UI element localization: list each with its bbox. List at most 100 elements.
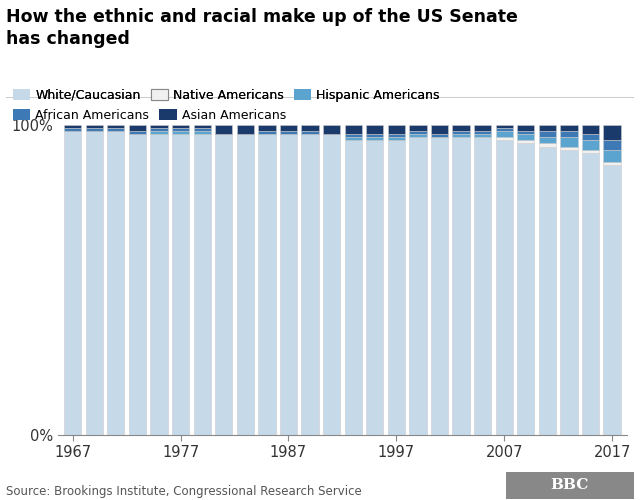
Bar — [366, 140, 383, 435]
Bar — [366, 125, 383, 134]
Bar — [474, 131, 492, 134]
Bar — [193, 131, 211, 134]
Bar — [172, 134, 189, 435]
Bar — [452, 137, 470, 435]
Bar — [237, 134, 254, 435]
Bar — [604, 150, 621, 162]
Bar — [301, 131, 319, 134]
Bar — [410, 134, 426, 137]
Bar — [64, 131, 81, 435]
Text: Source: Brookings Institute, Congressional Research Service: Source: Brookings Institute, Congression… — [6, 484, 362, 498]
Bar — [129, 125, 146, 131]
Bar — [366, 134, 383, 137]
Bar — [344, 125, 362, 134]
Bar — [604, 165, 621, 435]
Bar — [474, 125, 492, 131]
Bar — [344, 134, 362, 137]
Bar — [604, 162, 621, 165]
Bar — [150, 125, 168, 128]
Bar — [410, 125, 426, 131]
Legend: White/Caucasian, Native Americans, Hispanic Americans: White/Caucasian, Native Americans, Hispa… — [13, 89, 440, 102]
Bar — [495, 140, 513, 435]
Bar — [539, 146, 556, 435]
Bar — [150, 128, 168, 131]
Bar — [323, 125, 340, 134]
Bar — [280, 125, 297, 131]
Bar — [150, 131, 168, 134]
Bar — [560, 137, 577, 146]
Bar — [150, 134, 168, 435]
Bar — [517, 125, 534, 131]
Bar — [86, 125, 103, 128]
Bar — [560, 146, 577, 150]
Bar — [172, 131, 189, 134]
Bar — [280, 134, 297, 435]
Bar — [193, 125, 211, 128]
Bar — [582, 134, 599, 140]
Bar — [452, 131, 470, 134]
Bar — [108, 125, 125, 128]
Bar — [582, 125, 599, 134]
Bar — [410, 131, 426, 134]
Bar — [64, 125, 81, 128]
Bar — [172, 125, 189, 128]
Bar — [431, 134, 448, 137]
Bar — [86, 128, 103, 131]
Bar — [193, 134, 211, 435]
Bar — [108, 128, 125, 131]
Bar — [388, 137, 405, 140]
Bar — [259, 125, 275, 131]
Bar — [344, 137, 362, 140]
Bar — [64, 128, 81, 131]
Bar — [388, 125, 405, 134]
Bar — [560, 125, 577, 131]
Bar — [582, 152, 599, 435]
Bar — [495, 131, 513, 137]
Bar — [129, 134, 146, 435]
Bar — [129, 131, 146, 134]
Bar — [539, 125, 556, 131]
Bar — [582, 150, 599, 152]
Bar — [344, 140, 362, 435]
Bar — [604, 125, 621, 140]
Bar — [86, 131, 103, 435]
Bar — [539, 144, 556, 146]
Bar — [452, 134, 470, 137]
Bar — [366, 137, 383, 140]
Bar — [172, 128, 189, 131]
Bar — [431, 125, 448, 134]
Bar — [474, 134, 492, 137]
Bar — [560, 150, 577, 435]
Bar — [388, 134, 405, 137]
Bar — [539, 137, 556, 143]
Bar — [517, 134, 534, 140]
Bar — [582, 140, 599, 149]
Bar — [431, 137, 448, 435]
Bar — [280, 131, 297, 134]
Bar — [604, 140, 621, 149]
Legend: African Americans, Asian Americans: African Americans, Asian Americans — [13, 109, 286, 122]
Bar — [237, 125, 254, 134]
Bar — [301, 125, 319, 131]
Bar — [560, 131, 577, 137]
Bar — [410, 137, 426, 435]
Bar — [452, 125, 470, 131]
Bar — [193, 128, 211, 131]
Bar — [388, 140, 405, 435]
Bar — [517, 144, 534, 435]
Bar — [474, 137, 492, 435]
Bar — [301, 134, 319, 435]
Bar — [259, 134, 275, 435]
Bar — [495, 125, 513, 128]
Bar — [517, 140, 534, 143]
Bar — [108, 131, 125, 435]
Bar — [215, 125, 232, 134]
Bar — [323, 134, 340, 435]
Text: BBC: BBC — [550, 478, 589, 492]
Bar — [517, 131, 534, 134]
Bar — [215, 134, 232, 435]
Text: How the ethnic and racial make up of the US Senate
has changed: How the ethnic and racial make up of the… — [6, 8, 518, 48]
Bar — [259, 131, 275, 134]
Bar — [495, 137, 513, 140]
Bar — [539, 131, 556, 137]
